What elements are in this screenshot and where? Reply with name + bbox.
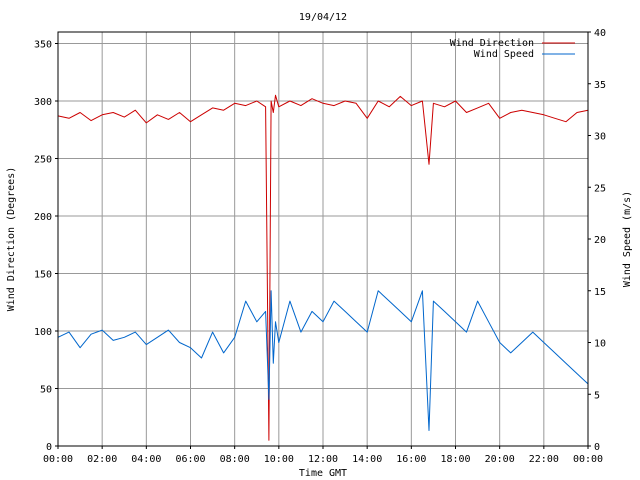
left-tick-label: 50 bbox=[40, 385, 52, 396]
chart-title: 19/04/12 bbox=[299, 12, 347, 23]
series-layer bbox=[57, 94, 589, 441]
x-tick-label: 10:00 bbox=[264, 454, 294, 465]
x-tick-label: 18:00 bbox=[440, 454, 470, 465]
x-tick-label: 00:00 bbox=[573, 454, 603, 465]
x-tick-label: 00:00 bbox=[43, 454, 73, 465]
x-tick-label: 04:00 bbox=[131, 454, 161, 465]
right-axis-ticks: 0 5 10 15 20 25 30 35 40 bbox=[588, 28, 606, 453]
x-tick-label: 06:00 bbox=[175, 454, 205, 465]
left-tick-label: 150 bbox=[34, 270, 52, 281]
left-tick-label: 100 bbox=[34, 327, 52, 338]
x-axis-ticks: 00:00 02:00 04:00 06:00 08:00 10:00 12:00 14:00… bbox=[43, 446, 603, 465]
right-tick-label: 25 bbox=[594, 183, 606, 194]
right-axis-label: Wind Speed (m/s) bbox=[622, 191, 633, 287]
left-tick-label: 0 bbox=[46, 442, 52, 453]
right-tick-label: 0 bbox=[594, 442, 600, 453]
legend-label-wind-speed: Wind Speed bbox=[474, 49, 534, 60]
x-tick-label: 22:00 bbox=[529, 454, 559, 465]
right-tick-label: 20 bbox=[594, 235, 606, 246]
right-tick-label: 15 bbox=[594, 287, 606, 298]
legend-label-wind-direction: Wind Direction bbox=[450, 38, 534, 49]
x-tick-label: 02:00 bbox=[87, 454, 117, 465]
left-tick-label: 200 bbox=[34, 212, 52, 223]
right-tick-label: 5 bbox=[594, 390, 600, 401]
x-tick-label: 12:00 bbox=[308, 454, 338, 465]
left-axis-ticks: 0 50 100 150 200 250 300 350 bbox=[34, 40, 58, 453]
right-tick-label: 10 bbox=[594, 339, 606, 350]
x-tick-label: 08:00 bbox=[220, 454, 250, 465]
x-axis-label: Time GMT bbox=[299, 468, 347, 479]
left-tick-label: 300 bbox=[34, 97, 52, 108]
x-tick-label: 20:00 bbox=[485, 454, 515, 465]
right-tick-label: 30 bbox=[594, 132, 606, 143]
x-tick-label: 14:00 bbox=[352, 454, 382, 465]
x-tick-label: 16:00 bbox=[396, 454, 426, 465]
left-tick-label: 250 bbox=[34, 155, 52, 166]
left-axis-label: Wind Direction (Degrees) bbox=[6, 167, 17, 312]
left-tick-label: 350 bbox=[34, 40, 52, 51]
series-line-wind-direction bbox=[57, 94, 589, 441]
series-line-wind-speed bbox=[57, 290, 589, 431]
right-tick-label: 35 bbox=[594, 80, 606, 91]
right-tick-label: 40 bbox=[594, 28, 606, 39]
